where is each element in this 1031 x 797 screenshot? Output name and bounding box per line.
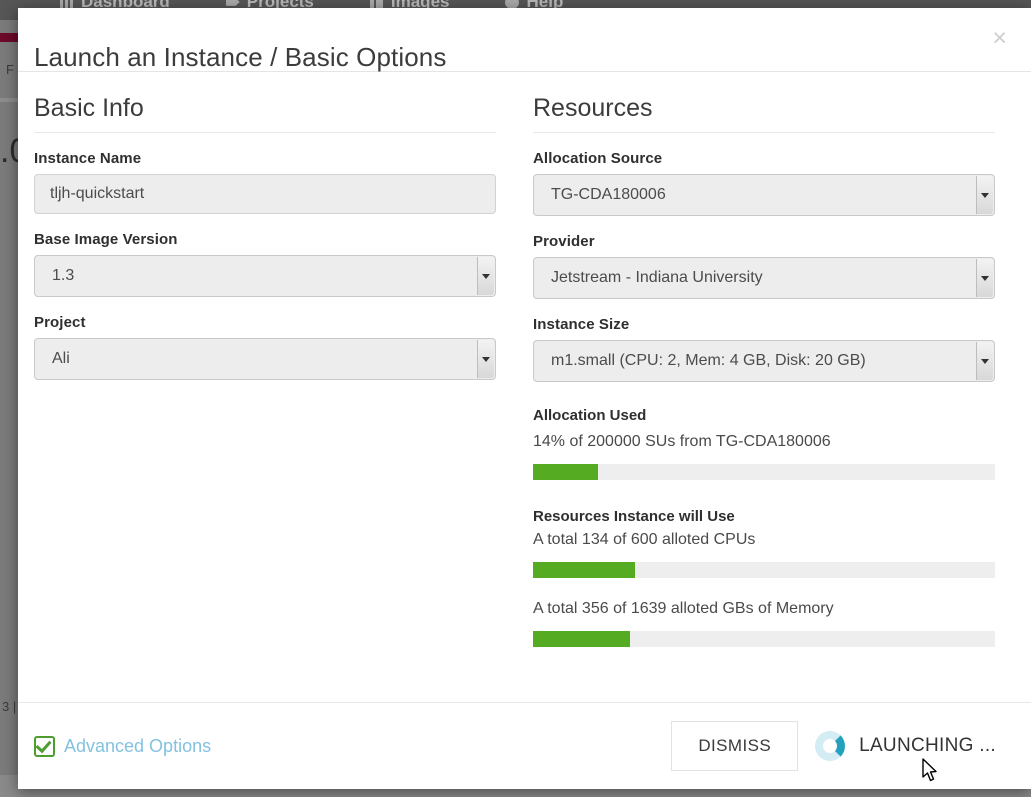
instance-size-select[interactable]: m1.small (CPU: 2, Mem: 4 GB, Disk: 20 GB… [533,340,995,382]
stack-icon [369,0,384,9]
instance-name-field: Instance Name [34,150,496,214]
provider-field: Provider Jetstream - Indiana University [533,233,995,299]
chevron-down-icon[interactable] [477,257,494,295]
nav-item-dashboard-label: Dashboard [81,0,170,11]
provider-value: Jetstream - Indiana University [551,269,763,286]
close-icon[interactable]: × [986,22,1013,55]
allocation-used-progress-fill [533,464,598,480]
allocation-source-field: Allocation Source TG-CDA180006 [533,150,995,216]
allocation-source-value: TG-CDA180006 [551,186,666,203]
chevron-down-icon[interactable] [477,340,494,378]
provider-select[interactable]: Jetstream - Indiana University [533,257,995,299]
tag-icon [225,0,240,6]
nav-item-projects[interactable]: Projects [225,0,314,12]
launch-instance-modal: Launch an Instance / Basic Options × Bas… [18,8,1031,789]
nav-item-images[interactable]: Images [369,0,450,12]
cpu-usage-progress [533,562,995,578]
chevron-down-icon[interactable] [976,176,993,214]
instance-size-value: m1.small (CPU: 2, Mem: 4 GB, Disk: 20 GB… [551,352,866,369]
basic-info-column: Basic Info Instance Name Base Image Vers… [34,94,496,702]
instance-name-input[interactable] [34,174,496,214]
nav-item-help[interactable]: Help [505,0,563,12]
launch-button-label: LAUNCHING ... [859,735,996,756]
advanced-options-link[interactable]: Advanced Options [34,735,212,757]
project-field: Project Ali [34,314,496,380]
footer-actions: DISMISS LAUNCHING ... [671,721,1011,771]
memory-usage-text: A total 356 of 1639 alloted GBs of Memor… [533,600,834,617]
nav-item-help-label: Help [526,0,564,11]
basic-info-heading: Basic Info [34,94,496,133]
background-left-fragment: F [6,62,14,77]
base-image-version-select[interactable]: 1.3 [34,255,496,297]
project-value: Ali [52,350,70,367]
nav-item-images-label: Images [390,0,450,11]
instance-name-label: Instance Name [34,150,142,167]
advanced-options-label: Advanced Options [64,735,212,756]
launch-button[interactable]: LAUNCHING ... [815,731,1011,761]
base-image-version-field: Base Image Version 1.3 [34,231,496,297]
project-select[interactable]: Ali [34,338,496,380]
modal-body: Basic Info Instance Name Base Image Vers… [18,72,1031,702]
allocation-source-select[interactable]: TG-CDA180006 [533,174,995,216]
instance-size-label: Instance Size [533,316,630,333]
modal-footer: Advanced Options DISMISS LAUNCHING ... [18,702,1031,789]
allocation-used-label: Allocation Used [533,407,647,424]
chevron-down-icon[interactable] [976,259,993,297]
memory-usage-progress-fill [533,631,631,647]
help-icon [505,0,520,9]
background-bottom-left-fragment: 3 | [2,699,17,714]
project-label: Project [34,314,86,331]
grid-icon [60,0,74,9]
nav-item-projects-label: Projects [246,0,314,11]
resources-column: Resources Allocation Source TG-CDA180006… [533,94,995,702]
base-image-version-label: Base Image Version [34,231,178,248]
cpu-usage-progress-fill [533,562,635,578]
check-square-icon [34,735,55,757]
page-title: Launch an Instance / Basic Options [34,42,447,73]
memory-usage-progress [533,631,995,647]
modal-header: Launch an Instance / Basic Options × [18,8,1031,72]
allocation-used-progress [533,464,995,480]
provider-label: Provider [533,233,595,250]
dismiss-button[interactable]: DISMISS [671,721,799,771]
background-divider [0,98,18,102]
loading-spinner-icon [815,731,846,761]
instance-size-field: Instance Size m1.small (CPU: 2, Mem: 4 G… [533,316,995,382]
nav-item-dashboard[interactable]: Dashboard [60,0,170,12]
background-nav-list: Dashboard Projects Images Help [60,0,563,12]
instance-will-use-label: Resources Instance will Use [533,508,735,525]
chevron-down-icon[interactable] [976,342,993,380]
base-image-version-value: 1.3 [52,267,75,284]
allocation-used-text: 14% of 200000 SUs from TG-CDA180006 [533,433,831,450]
allocation-source-label: Allocation Source [533,150,663,167]
resources-heading: Resources [533,94,995,133]
cpu-usage-text: A total 134 of 600 alloted CPUs [533,531,756,548]
